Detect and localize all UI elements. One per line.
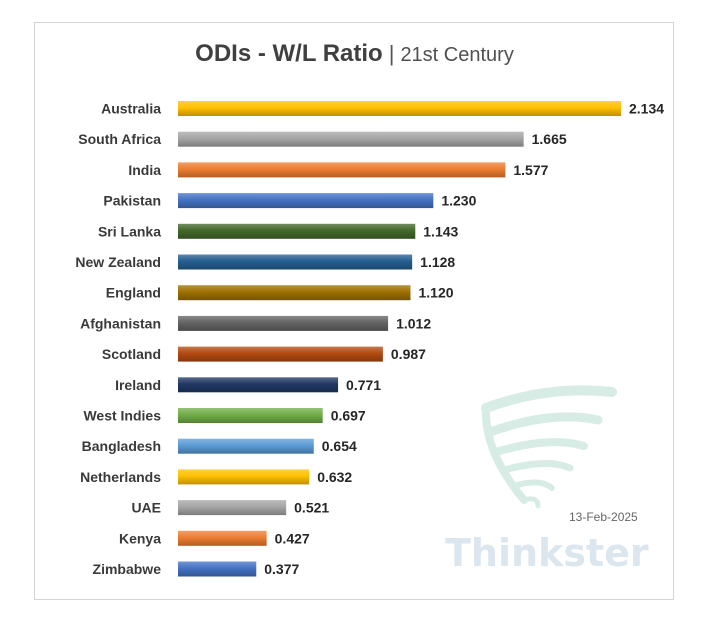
value-label: 0.654	[322, 438, 357, 454]
category-label: Pakistan	[103, 193, 161, 209]
value-label: 1.230	[441, 193, 476, 209]
category-label: UAE	[131, 500, 161, 516]
value-label: 0.987	[391, 346, 426, 362]
title-separator: |	[388, 41, 395, 66]
category-label: India	[128, 162, 161, 178]
value-label: 0.377	[264, 561, 299, 577]
watermark-brand: Thinkster	[445, 531, 649, 575]
chart-title-main: ODIs - W/L Ratio	[195, 40, 383, 67]
bar	[178, 469, 310, 485]
value-label: 1.665	[532, 131, 567, 147]
swirl-logo-icon	[481, 385, 617, 509]
bar	[178, 193, 434, 209]
category-label: Scotland	[102, 346, 161, 362]
value-label: 1.577	[513, 162, 548, 178]
category-label: England	[106, 285, 161, 301]
bar	[178, 315, 389, 331]
category-label: Ireland	[115, 377, 161, 393]
bar	[178, 131, 524, 147]
bar	[178, 561, 257, 577]
value-label: 1.012	[396, 315, 431, 331]
value-label: 2.134	[629, 101, 664, 117]
value-label: 0.697	[331, 408, 366, 424]
category-label: Bangladesh	[82, 438, 161, 454]
bar	[178, 530, 267, 546]
value-label: 1.120	[419, 285, 454, 301]
bar	[178, 346, 383, 362]
category-label: Afghanistan	[80, 315, 161, 331]
category-label: West Indies	[83, 408, 161, 424]
category-label: Sri Lanka	[98, 223, 161, 239]
bar	[178, 285, 411, 301]
chart-frame	[34, 22, 674, 600]
bar	[178, 101, 621, 116]
value-label: 0.632	[317, 469, 352, 485]
value-label: 0.427	[275, 530, 310, 546]
value-label: 1.143	[423, 223, 458, 239]
category-label: Netherlands	[80, 469, 161, 485]
value-label: 1.128	[420, 254, 455, 270]
chart-title: ODIs - W/L Ratio | 21st Century	[0, 40, 709, 68]
chart-subtitle: 21st Century	[400, 44, 514, 66]
bar	[178, 162, 506, 178]
value-label: 0.521	[294, 500, 329, 516]
bar	[178, 408, 323, 423]
category-label: Australia	[101, 101, 161, 117]
watermark-date: 13-Feb-2025	[569, 510, 638, 524]
category-label: Zimbabwe	[93, 561, 162, 577]
bar	[178, 438, 314, 454]
bar	[178, 500, 287, 516]
bar	[178, 254, 413, 270]
bar	[178, 377, 339, 393]
category-label: New Zealand	[75, 254, 161, 270]
category-label: South Africa	[78, 131, 161, 147]
bar	[178, 223, 416, 239]
category-label: Kenya	[119, 530, 161, 546]
value-label: 0.771	[346, 377, 381, 393]
